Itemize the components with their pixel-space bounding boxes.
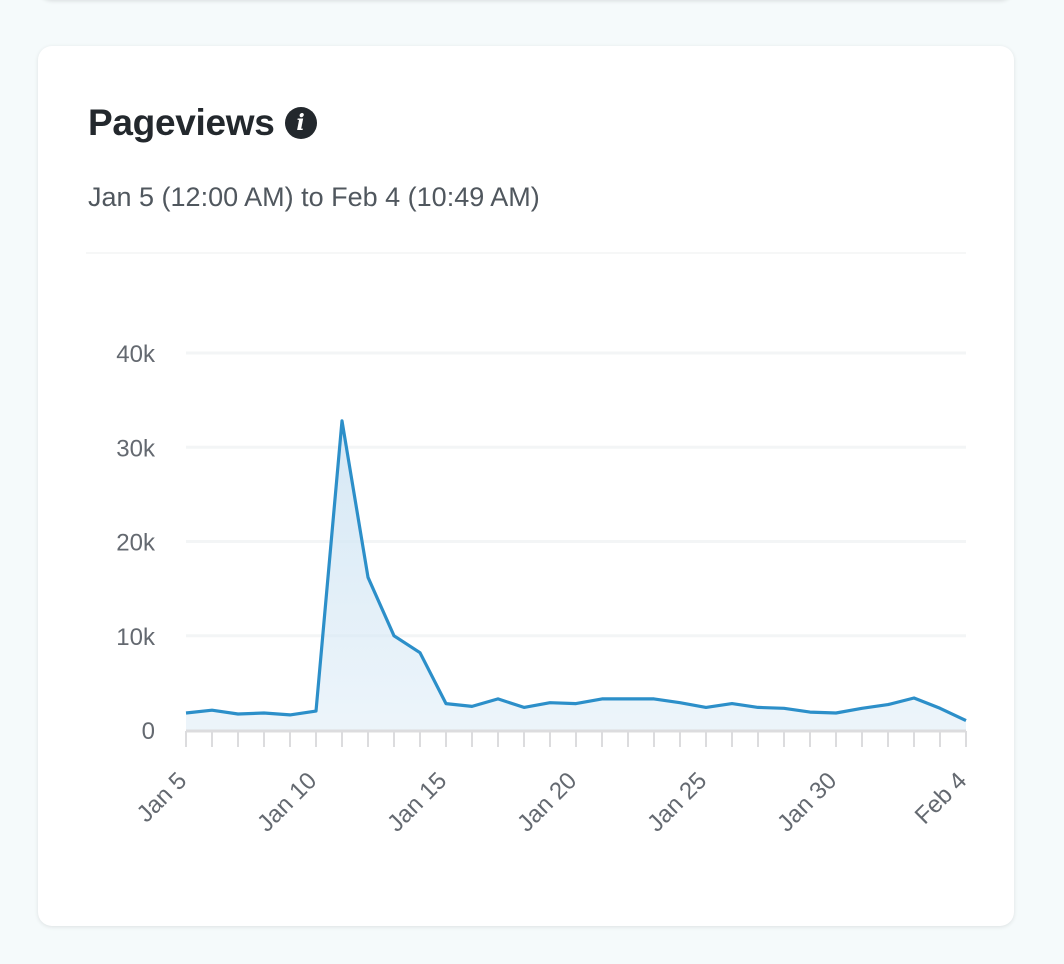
data-point[interactable]	[600, 697, 604, 701]
data-point[interactable]	[574, 702, 578, 706]
data-point[interactable]	[808, 710, 812, 714]
card-title: Pageviews	[88, 102, 275, 143]
x-tick-label: Jan 5	[132, 767, 193, 828]
grid-lines	[186, 351, 966, 638]
data-point[interactable]	[756, 705, 760, 709]
data-point[interactable]	[548, 701, 552, 705]
x-tick-label: Jan 15	[382, 767, 452, 837]
x-tick-label: Feb 4	[910, 767, 972, 829]
data-point[interactable]	[834, 711, 838, 715]
data-point[interactable]	[626, 697, 630, 701]
data-point[interactable]	[704, 705, 708, 709]
info-icon[interactable]: i	[284, 107, 317, 139]
x-tick-label: Jan 25	[642, 767, 712, 837]
pageviews-card: Pageviews i Jan 5 (12:00 AM) to Feb 4 (1…	[38, 46, 1014, 926]
data-point[interactable]	[236, 712, 240, 716]
data-point[interactable]	[314, 709, 318, 713]
data-point[interactable]	[444, 702, 448, 706]
data-point[interactable]	[678, 701, 682, 705]
data-point[interactable]	[652, 697, 656, 701]
y-tick-label: 10k	[116, 624, 156, 651]
series-line	[185, 419, 967, 723]
x-axis-labels: Jan 5 Jan 10 Jan 15 Jan 20 Jan 25 Jan 30 Feb 4	[132, 767, 973, 837]
card-header: Pageviews i	[88, 102, 317, 144]
data-point[interactable]	[288, 713, 292, 717]
data-point[interactable]	[886, 703, 890, 707]
data-point[interactable]	[470, 704, 474, 708]
chart-area	[184, 419, 968, 730]
divider	[86, 252, 966, 254]
data-point[interactable]	[184, 711, 188, 715]
data-point[interactable]	[912, 696, 916, 700]
data-point[interactable]	[392, 634, 396, 638]
y-tick-label: 40k	[116, 341, 156, 368]
x-tick-label: Jan 10	[252, 767, 322, 837]
data-point[interactable]	[210, 708, 214, 712]
data-point[interactable]	[496, 697, 500, 701]
y-axis-labels: 0 10k 20k 30k 40k	[116, 341, 156, 745]
data-point[interactable]	[418, 651, 422, 655]
data-point[interactable]	[938, 706, 942, 710]
y-tick-label: 20k	[116, 530, 156, 557]
x-axis	[185, 729, 967, 747]
data-point[interactable]	[964, 719, 968, 723]
data-point[interactable]	[366, 575, 370, 579]
area-fill	[186, 420, 966, 730]
y-tick-label: 30k	[116, 435, 156, 462]
data-point[interactable]	[340, 419, 344, 423]
data-point[interactable]	[730, 702, 734, 706]
y-tick-label: 0	[142, 718, 155, 745]
data-point[interactable]	[782, 706, 786, 710]
x-tick-label: Jan 20	[512, 767, 582, 837]
x-tick-label: Jan 30	[772, 767, 842, 837]
data-point[interactable]	[262, 711, 266, 715]
date-range: Jan 5 (12:00 AM) to Feb 4 (10:49 AM)	[88, 182, 540, 212]
data-point[interactable]	[522, 705, 526, 709]
data-point[interactable]	[860, 706, 864, 710]
